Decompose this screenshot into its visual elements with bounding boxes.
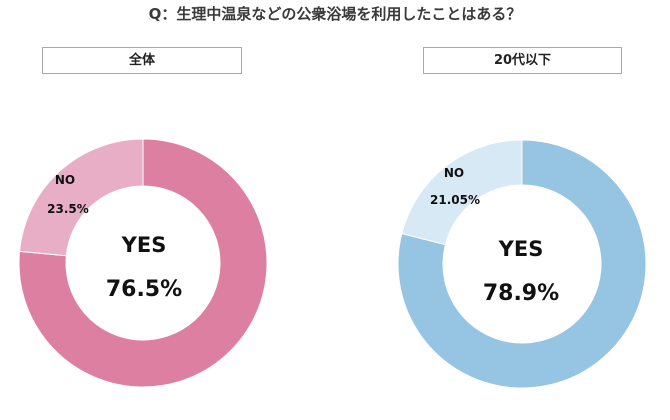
slice-overall-no — [19, 138, 144, 257]
donut-20s-and-under: NO 21.05% YES 78.9% — [397, 139, 647, 389]
label-20s-yes: YES — [498, 237, 544, 261]
donut-overall: NO 23.5% YES 76.5% — [18, 138, 268, 388]
slice-20s-yes — [397, 139, 647, 389]
value-20s-yes: 78.9% — [483, 281, 559, 306]
panel-label-20s-and-under: 20代以下 — [423, 47, 622, 74]
value-overall-yes: 76.5% — [106, 277, 182, 302]
label-overall-yes: YES — [121, 233, 167, 257]
label-20s-no: NO — [444, 166, 464, 180]
value-overall-no: 23.5% — [47, 202, 89, 216]
slice-overall-yes — [18, 138, 268, 388]
question-title: Q：生理中温泉などの公衆浴場を利用したことはある？ — [148, 5, 522, 23]
panel-label-overall: 全体 — [42, 47, 242, 74]
slice-20s-no — [401, 139, 523, 246]
value-20s-no: 21.05% — [430, 193, 480, 207]
label-overall-no: NO — [55, 173, 75, 187]
